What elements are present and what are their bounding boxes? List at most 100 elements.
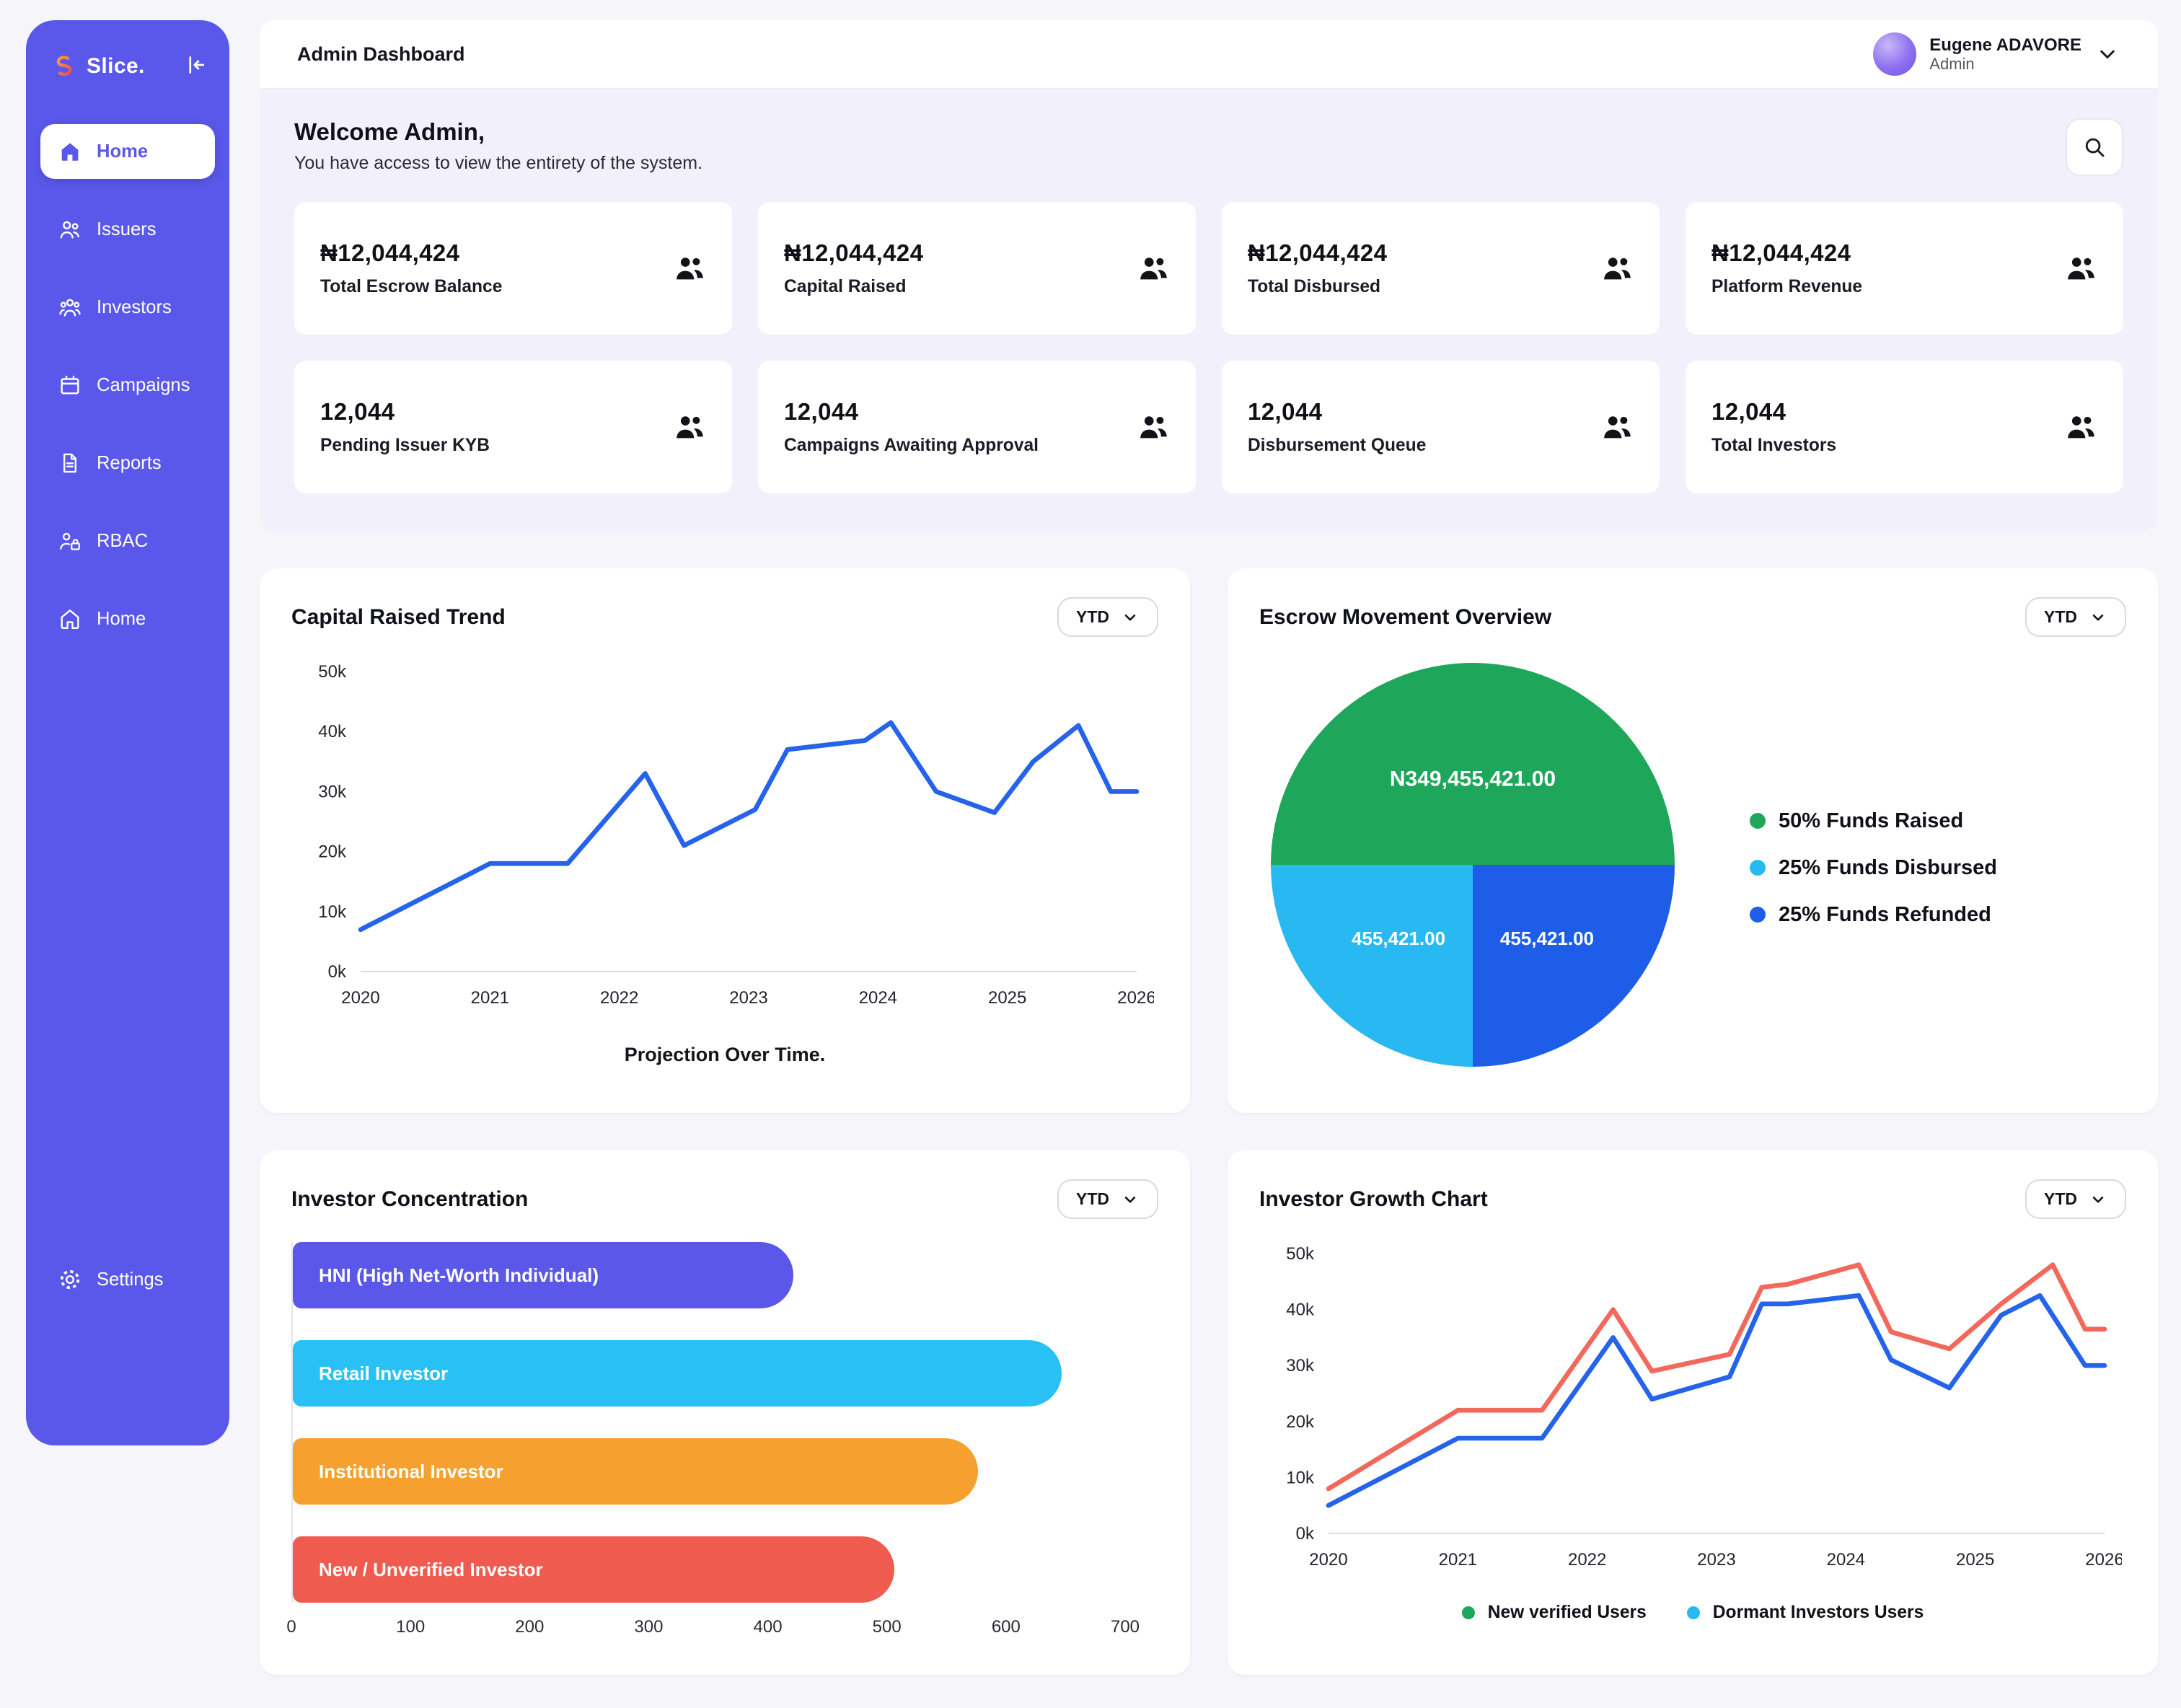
stat-value: 12,044 (320, 398, 395, 425)
growth-legend: New verified Users Dormant Investors User… (1259, 1603, 2126, 1623)
brand-logo-icon (49, 52, 78, 81)
sidebar-item-label: Issuers (97, 219, 157, 239)
axis-tick-label: 700 (1110, 1617, 1140, 1637)
svg-text:10k: 10k (318, 902, 347, 922)
search-button[interactable] (2066, 118, 2123, 176)
sidebar-item-issuers[interactable]: Issuers (40, 202, 215, 257)
stat-card-pending-issuer-kyb: 12,044 Pending Issuer KYB (294, 361, 732, 493)
axis-tick-label: 400 (753, 1617, 783, 1637)
axis-tick-label: 300 (634, 1617, 664, 1637)
legend-label: 25% Funds Refunded (1779, 902, 1991, 926)
home-icon (58, 139, 82, 164)
svg-text:2022: 2022 (1568, 1550, 1606, 1570)
sidebar-footer: Settings (26, 1252, 229, 1307)
stat-card-campaigns-awaiting-approval: 12,044 Campaigns Awaiting Approval (758, 361, 1196, 493)
svg-text:2025: 2025 (988, 988, 1026, 1008)
home-outline-icon (58, 607, 82, 631)
escrow-pie-chart: N349,455,421.00 455,421.00 455,421.00 (1259, 651, 1686, 1084)
reports-icon (58, 451, 82, 475)
svg-text:10k: 10k (1286, 1468, 1315, 1487)
chart-title: Investor Growth Chart (1259, 1187, 1488, 1211)
legend-item-25-funds-refunded: 25% Funds Refunded (1750, 903, 1997, 927)
user-menu[interactable]: Eugene ADAVORE Admin (1873, 32, 2120, 76)
stat-label: Platform Revenue (1711, 277, 1863, 296)
investors-icon (58, 295, 82, 320)
svg-text:2022: 2022 (600, 988, 638, 1008)
brand-row: Slice. (26, 20, 229, 81)
rbac-icon (58, 529, 82, 553)
page-title: Admin Dashboard (297, 43, 465, 65)
svg-text:20k: 20k (318, 842, 347, 862)
sidebar-collapse-button[interactable] (183, 52, 212, 81)
sidebar-item-home[interactable]: Home (40, 591, 215, 646)
campaigns-icon (58, 373, 82, 397)
stats-grid: ₦12,044,424 Total Escrow Balance ₦12,044,4… (294, 202, 2123, 493)
stat-value: 12,044 (1248, 398, 1323, 425)
svg-text:40k: 40k (1286, 1300, 1315, 1320)
svg-text:0k: 0k (328, 962, 347, 982)
stat-label: Campaigns Awaiting Approval (784, 436, 1039, 455)
svg-text:2024: 2024 (1827, 1550, 1865, 1570)
sidebar-item-rbac[interactable]: RBAC (40, 514, 215, 568)
sidebar: Slice. Home Issuers Investors Campaigns Repo… (26, 20, 229, 1445)
ytd-filter-dropdown[interactable]: YTD (2025, 1179, 2126, 1219)
stat-label: Total Escrow Balance (320, 277, 503, 296)
users-icon (1137, 252, 1170, 285)
bars-area: HNI (High Net-Worth Individual) Retail In… (291, 1242, 1125, 1603)
bar-label: Retail Investor (319, 1362, 449, 1384)
stat-value: ₦12,044,424 (1248, 239, 1388, 266)
sidebar-item-reports[interactable]: Reports (40, 436, 215, 490)
sidebar-item-campaigns[interactable]: Campaigns (40, 358, 215, 413)
sidebar-item-label: Home (97, 141, 149, 162)
svg-text:2025: 2025 (1956, 1550, 1994, 1570)
main-content: Admin Dashboard Eugene ADAVORE Admin Wel… (260, 20, 2158, 1704)
axis-tick-label: 600 (991, 1617, 1021, 1637)
welcome-subheading: You have access to view the entirety of … (294, 153, 703, 173)
sidebar-item-label: RBAC (97, 530, 149, 551)
bar-new-unverified-investor: New / Unverified Investor (293, 1536, 894, 1603)
stat-label: Disbursement Queue (1248, 436, 1427, 455)
stat-card-capital-raised: ₦12,044,424 Capital Raised (758, 202, 1196, 335)
users-icon (1137, 410, 1170, 444)
sidebar-item-label: Campaigns (97, 374, 190, 395)
investor-concentration-card: Investor Concentration YTD HNI (High Net… (260, 1150, 1190, 1675)
users-icon (673, 410, 706, 444)
svg-text:50k: 50k (318, 662, 347, 682)
stat-label: Capital Raised (784, 277, 907, 296)
bar-label: Institutional Investor (319, 1460, 503, 1482)
ytd-filter-dropdown[interactable]: YTD (2025, 597, 2126, 637)
axis-tick-label: 0 (286, 1617, 296, 1637)
stat-card-platform-revenue: ₦12,044,424 Platform Revenue (1686, 202, 2123, 335)
svg-text:455,421.00: 455,421.00 (1500, 928, 1594, 949)
chevron-down-icon (2094, 41, 2120, 67)
users-icon (1600, 410, 1634, 444)
sidebar-item-investors[interactable]: Investors (40, 280, 215, 335)
svg-text:2020: 2020 (341, 988, 379, 1008)
investor-concentration-bar-chart: HNI (High Net-Worth Individual) Retail In… (286, 1242, 1158, 1646)
svg-text:2026: 2026 (1117, 988, 1154, 1008)
svg-text:2020: 2020 (1309, 1550, 1347, 1570)
svg-text:40k: 40k (318, 722, 347, 741)
svg-text:30k: 30k (318, 782, 347, 801)
svg-text:N349,455,421.00: N349,455,421.00 (1390, 767, 1556, 791)
sidebar-item-home[interactable]: Home (40, 124, 215, 179)
svg-text:2026: 2026 (2085, 1550, 2122, 1570)
legend-dot (1461, 1606, 1475, 1619)
settings-icon (58, 1267, 82, 1292)
stat-card-total-investors: 12,044 Total Investors (1686, 361, 2123, 493)
users-icon (673, 252, 706, 285)
svg-text:2021: 2021 (471, 988, 509, 1008)
axis-tick-label: 500 (872, 1617, 902, 1637)
stat-value: 12,044 (784, 398, 859, 425)
user-role: Admin (1929, 55, 1975, 74)
ytd-filter-dropdown[interactable]: YTD (1057, 1179, 1158, 1219)
ytd-filter-dropdown[interactable]: YTD (1057, 597, 1158, 637)
avatar (1873, 32, 1917, 76)
users-icon (2064, 252, 2097, 285)
svg-text:50k: 50k (1286, 1244, 1315, 1264)
welcome-section: Welcome Admin, You have access to view t… (260, 89, 2158, 531)
charts-grid: Capital Raised Trend YTD 0k 10k 20k 30k 40k 5… (260, 568, 2158, 1704)
stat-card-total-escrow-balance: ₦12,044,424 Total Escrow Balance (294, 202, 732, 335)
bar-x-axis: 0 100 200 300 400 500 600 700 (286, 1617, 1140, 1646)
sidebar-item-settings[interactable]: Settings (40, 1252, 215, 1307)
